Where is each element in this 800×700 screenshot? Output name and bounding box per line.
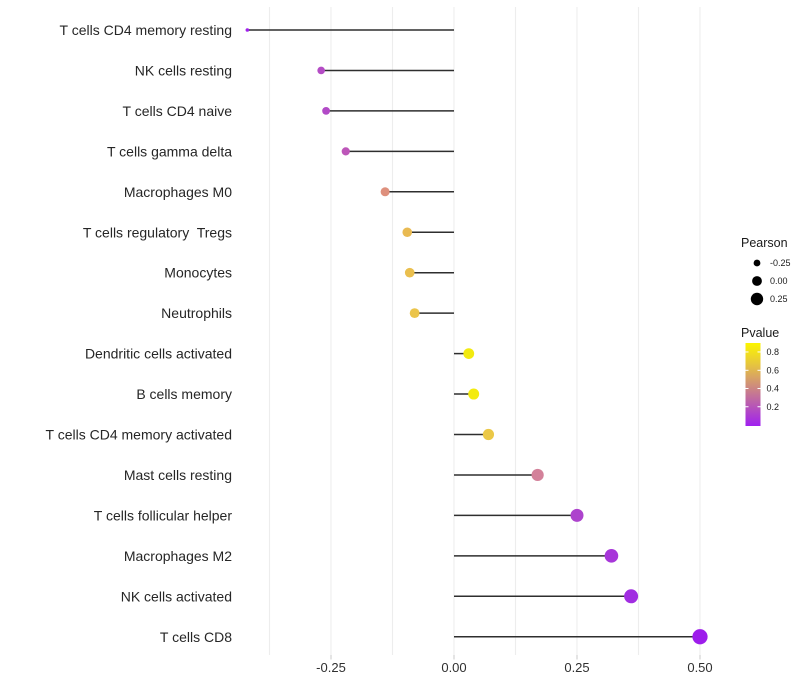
lollipop-dot — [245, 28, 250, 32]
x-axis-tick-label: -0.25 — [316, 660, 346, 675]
category-label: Macrophages M0 — [124, 184, 232, 200]
lollipop-dot — [531, 468, 544, 482]
lollipop-dot — [570, 508, 584, 522]
lollipop-dot — [482, 428, 495, 441]
legend-color-bar — [745, 343, 761, 426]
lollipop-dot — [624, 589, 639, 604]
lollipop-dot — [317, 66, 325, 75]
category-label: T cells CD4 memory activated — [46, 427, 232, 443]
lollipop-dot — [402, 227, 413, 238]
legend-size-group: Pearson -0.25 0.00 0.25 — [741, 236, 791, 306]
category-label: Macrophages M2 — [124, 548, 232, 564]
category-label: T cells follicular helper — [94, 507, 233, 523]
legend-size-dot — [750, 292, 764, 306]
legend-size-label: 0.00 — [770, 276, 788, 286]
legend-size-label: -0.25 — [770, 258, 791, 268]
category-label: T cells regulatory Tregs — [83, 224, 232, 240]
x-axis-tick-label: 0.00 — [441, 660, 466, 675]
category-label: B cells memory — [136, 386, 232, 402]
lollipop-dot — [404, 267, 415, 278]
legend-color-tick-label: 0.8 — [767, 347, 780, 357]
legend-color-tick-label: 0.2 — [767, 402, 780, 412]
legend-color-title: Pvalue — [741, 326, 779, 340]
x-axis-tick-label: 0.25 — [564, 660, 589, 675]
lollipop-dot — [604, 549, 619, 563]
category-label: T cells gamma delta — [107, 143, 232, 159]
grid-group: -0.25 0.00 0.25 0.50 — [268, 7, 713, 675]
lollipop-dot — [380, 187, 390, 197]
legend-size-label: 0.25 — [770, 294, 788, 304]
category-label: T cells CD8 — [160, 629, 232, 645]
lollipop-dot — [692, 629, 708, 645]
legend-size-dot — [753, 259, 761, 267]
lollipop-dot — [409, 308, 420, 319]
legend-color-group: Pvalue 0.8 0.6 0.4 0.2 — [741, 326, 779, 426]
legend-color-tick-label: 0.4 — [767, 384, 780, 394]
category-label: Monocytes — [164, 265, 232, 281]
category-label: Dendritic cells activated — [85, 346, 232, 362]
category-label: NK cells activated — [121, 588, 232, 604]
category-label: NK cells resting — [135, 62, 232, 78]
category-label: T cells CD4 memory resting — [60, 22, 232, 38]
x-axis-tick-label: 0.50 — [687, 660, 712, 675]
rows-group: T cells CD4 memory resting NK cells resti… — [46, 22, 708, 645]
category-label: T cells CD4 naive — [123, 103, 233, 119]
lollipop-dot — [463, 348, 475, 359]
legend-size-dot — [752, 276, 762, 286]
legend-size-title: Pearson — [741, 236, 788, 250]
lollipop-dot — [468, 388, 480, 400]
category-label: Neutrophils — [161, 305, 232, 321]
lollipop-dot — [341, 147, 350, 156]
legend-color-tick-label: 0.6 — [767, 366, 780, 376]
category-label: Mast cells resting — [124, 467, 232, 483]
lollipop-dot — [322, 107, 330, 115]
